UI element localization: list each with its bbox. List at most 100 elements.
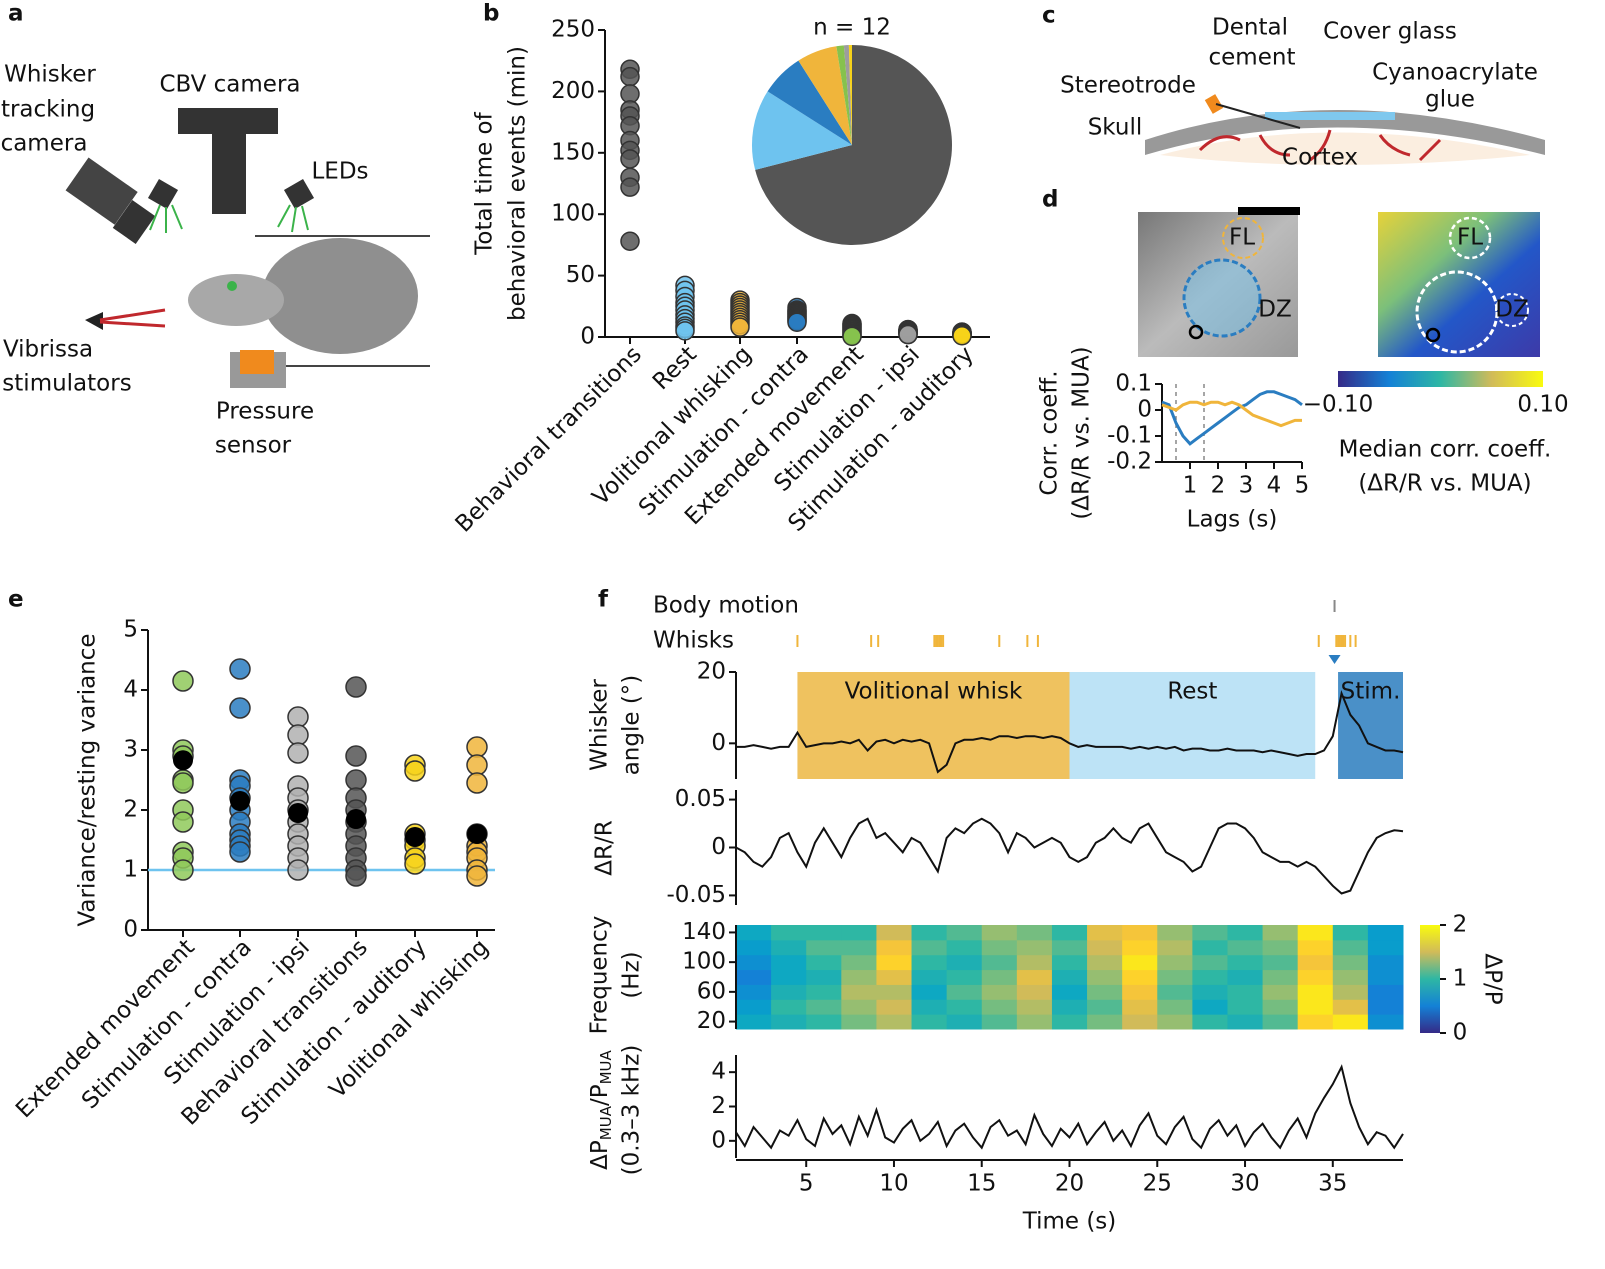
axis-label: Frequency xyxy=(587,916,613,1035)
data-point xyxy=(172,859,194,881)
colorbar-tick-label: −0.10 xyxy=(1303,392,1373,418)
region-label: Stim. xyxy=(1341,679,1401,705)
y-tick-label: 0 xyxy=(1137,397,1152,423)
spectrogram-cell xyxy=(1157,999,1193,1015)
spectrogram-cell xyxy=(1192,969,1228,985)
data-point xyxy=(620,149,640,169)
spectrogram-cell xyxy=(736,984,772,1000)
y-tick-label: 0 xyxy=(711,1127,726,1153)
y-tick-label: 1 xyxy=(123,857,138,883)
event-label: Whisks xyxy=(653,628,734,654)
spectrogram-cell xyxy=(1051,1014,1088,1030)
spectrogram-cell xyxy=(876,1014,913,1030)
colorbar-label: (ΔR/R vs. MUA) xyxy=(1358,471,1531,497)
y-tick-label: 0.05 xyxy=(675,786,726,812)
spectrogram-cell xyxy=(981,969,1018,985)
spectrogram-cell xyxy=(771,939,807,956)
spectrogram-cell xyxy=(1016,969,1053,985)
spectrogram-cell xyxy=(981,925,1018,941)
spectrogram-cell xyxy=(1332,954,1369,971)
diagram-label: Pressure xyxy=(216,399,314,425)
data-point xyxy=(172,670,194,692)
spectrogram-cell xyxy=(806,925,842,941)
colorbar-tick-label: 0.10 xyxy=(1517,392,1568,418)
y-tick-label: 3 xyxy=(123,737,138,763)
spectrogram-cell xyxy=(1016,954,1053,971)
y-tick-label: 250 xyxy=(551,17,595,43)
spectrogram-cell xyxy=(946,999,983,1015)
axis-label-part: /P xyxy=(587,1084,613,1106)
spectrogram-cell xyxy=(1297,925,1334,941)
data-point xyxy=(287,706,309,728)
data-point xyxy=(287,859,309,881)
spectrogram-cell xyxy=(771,969,807,985)
region-label: Rest xyxy=(1167,679,1217,705)
diagram-label: Cyanoacrylate xyxy=(1372,60,1538,86)
x-tick-label: 35 xyxy=(1318,1171,1347,1197)
spectrogram-cell xyxy=(1297,939,1334,956)
spectrogram-cell xyxy=(981,1014,1018,1030)
spectrogram-cell xyxy=(736,1014,772,1030)
spectrogram-cell xyxy=(1087,1014,1123,1030)
spectrogram-cell xyxy=(876,984,913,1000)
behavior-region xyxy=(797,672,1070,779)
x-tick-label: 5 xyxy=(799,1171,814,1197)
axis-label: ΔPMUA/PMUA xyxy=(587,1049,615,1169)
spectrogram-cell xyxy=(736,999,772,1015)
diagram-label: sensor xyxy=(215,433,292,459)
y-tick-label: -0.1 xyxy=(1107,423,1152,449)
data-point xyxy=(287,742,309,764)
spectrogram-cell xyxy=(1016,999,1053,1015)
x-tick-label: 30 xyxy=(1230,1171,1259,1197)
colorbar-tick-label: 2 xyxy=(1453,912,1468,938)
pie-slice xyxy=(836,45,852,146)
axis-label: Variance/resting variance xyxy=(75,633,101,926)
data-point xyxy=(787,312,807,333)
spectrogram-cell xyxy=(876,969,913,985)
spectrogram-cell xyxy=(1087,939,1123,956)
spectrogram-cell xyxy=(1016,984,1053,1000)
axis-label-part: ΔP xyxy=(587,1140,613,1170)
spectrogram-cell xyxy=(1051,925,1088,941)
spectrogram-cell xyxy=(876,999,913,1015)
spectrogram-cell xyxy=(841,1014,877,1030)
pie-slice xyxy=(755,45,952,245)
data-point xyxy=(172,772,194,794)
diagram-label: Skull xyxy=(1088,115,1143,141)
spectrogram-cell xyxy=(981,999,1018,1015)
axis-label: Corr. coeff. xyxy=(1037,370,1063,495)
y-tick-label: 20 xyxy=(697,1008,726,1034)
spectrogram-cell xyxy=(771,984,807,1000)
spectrogram-cell xyxy=(771,1014,807,1030)
spectrogram-cell xyxy=(1367,999,1404,1015)
y-tick-label: 140 xyxy=(682,919,726,945)
spectrogram-cell xyxy=(981,954,1018,971)
spectrogram-cell xyxy=(1192,984,1228,1000)
spectrogram-cell xyxy=(1297,954,1334,971)
x-tick-label: 15 xyxy=(967,1171,996,1197)
axis-label-part: MUA xyxy=(597,1049,615,1084)
mean-point xyxy=(467,824,487,844)
spectrogram-cell xyxy=(1367,984,1404,1000)
data-point xyxy=(675,321,695,341)
spectrogram-cell xyxy=(1051,984,1088,1000)
diagram-label: Cover glass xyxy=(1323,19,1457,45)
panel-letter: b xyxy=(483,1,499,27)
y-tick-label: 50 xyxy=(566,262,595,288)
spectrogram-cell xyxy=(911,1014,948,1030)
spectrogram-cell xyxy=(841,925,877,941)
trace xyxy=(736,689,1404,774)
data-point xyxy=(620,66,640,87)
behavior-region xyxy=(1338,672,1403,779)
spectrogram-cell xyxy=(1262,999,1299,1015)
data-point xyxy=(345,769,367,791)
data-point xyxy=(466,865,488,887)
spectrogram-cell xyxy=(1157,984,1193,1000)
y-tick-label: 0 xyxy=(711,834,726,860)
data-point xyxy=(345,745,367,767)
pie-slice xyxy=(752,91,852,170)
line-series xyxy=(1161,390,1303,446)
event-label: Body motion xyxy=(653,593,799,619)
spectrogram-cell xyxy=(946,984,983,1000)
